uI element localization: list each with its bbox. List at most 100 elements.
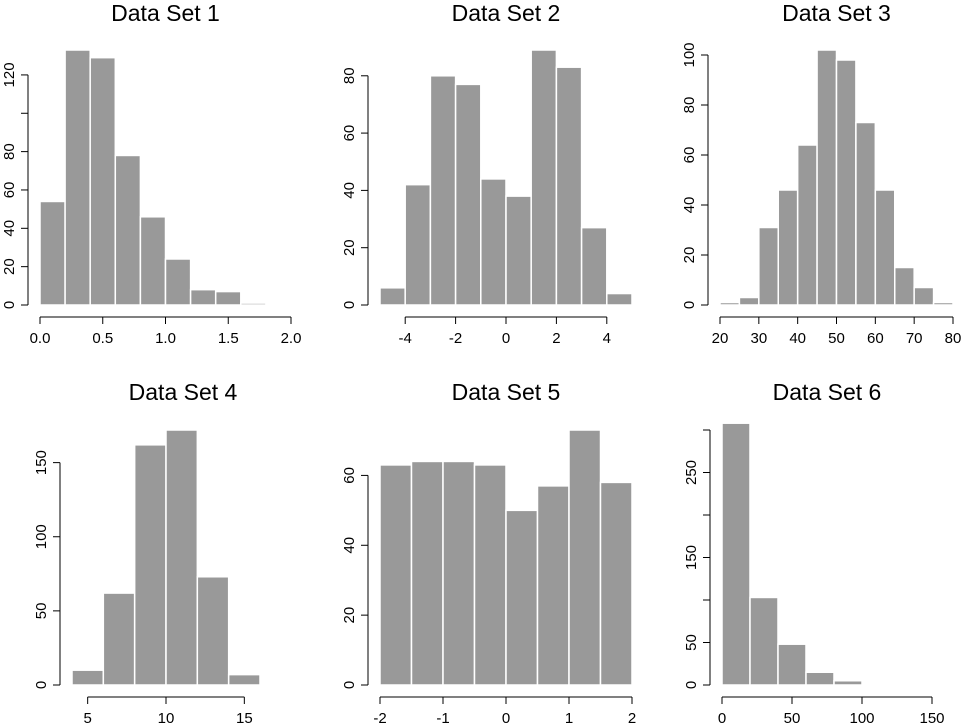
panel-title: Data Set 3 [782,0,891,26]
panel-title: Data Set 6 [773,379,882,405]
histogram-bar [133,444,167,686]
x-tick-label: 40 [789,330,806,347]
histogram-bar [102,592,136,686]
x-tick-label: 1.0 [155,330,176,347]
histogram-bar [114,154,142,306]
x-tick-label: -4 [399,330,412,347]
y-tick-label: 50 [683,634,700,651]
x-tick-label: 4 [603,330,611,347]
y-tick-label: 40 [681,197,698,214]
histogram-bar [454,83,482,306]
x-tick-label: 30 [750,330,767,347]
histogram-bar [196,576,230,686]
x-tick-label: 0 [502,710,510,725]
x-tick-label: -2 [373,710,386,725]
y-tick-label: 40 [341,182,358,199]
y-tick-label: 0 [341,301,358,309]
histogram-bar [214,290,242,306]
panel-title: Data Set 5 [452,379,561,405]
x-tick-label: 70 [906,330,923,347]
histogram-bar [894,266,915,306]
y-tick-label: 50 [33,603,50,620]
y-tick-label: 20 [341,239,358,256]
histogram-bar [568,429,602,686]
histogram-bar [410,460,444,686]
y-tick-label: 20 [681,247,698,264]
y-tick-label: 60 [681,147,698,164]
y-tick-label: 80 [341,67,358,84]
histogram-bar [505,195,532,306]
y-tick-label: 120 [1,62,18,87]
histogram-bar [805,671,835,686]
histogram-bar [165,429,199,686]
histogram-bar [777,643,807,686]
histogram-bar [835,59,857,306]
histogram-bar [719,301,741,306]
panel-title: Data Set 2 [452,0,561,26]
histogram-bar [536,485,570,686]
x-tick-label: 1 [565,710,573,725]
y-tick-label: 80 [681,97,698,114]
histogram-bar [64,49,91,306]
x-tick-label: 80 [945,330,962,347]
histogram-bar [39,200,66,306]
histogram-bar [164,258,192,306]
histogram-bar [379,464,413,686]
y-tick-label: 100 [681,42,698,67]
histogram-bar [480,178,507,306]
panel-3: Data Set 3 20 30 40 50 60 70 80 0 20 40 60 80 100 [681,0,961,347]
histogram-bar [816,49,838,306]
histogram-bar [442,460,476,686]
y-tick-label: 80 [1,143,18,160]
histogram-bar [738,296,760,306]
histogram-bar [606,292,633,306]
y-tick-label: 60 [1,182,18,199]
histogram-bar [505,509,539,686]
x-tick-label: -1 [436,710,449,725]
x-tick-label: 100 [849,710,874,725]
x-tick-label: 2 [552,330,560,347]
x-tick-label: 0 [718,710,726,725]
x-tick-label: 60 [867,330,884,347]
panel-title: Data Set 1 [111,0,220,26]
y-tick-label: 20 [1,258,18,275]
histogram-bar [758,226,779,306]
histogram-bar [189,288,217,306]
histogram-bar [721,422,751,686]
x-tick-label: 10 [158,710,175,725]
x-tick-label: -2 [449,330,462,347]
histogram-bar [227,673,261,686]
histogram-bar [530,49,558,306]
histogram-bar [473,464,507,686]
y-tick-label: 100 [33,524,50,549]
x-tick-label: 2.0 [281,330,302,347]
histogram-bar [71,669,105,686]
histogram-bar [855,121,877,306]
histogram-bar [833,680,863,686]
x-tick-label: 150 [919,710,944,725]
y-tick-label: 60 [341,467,358,484]
y-tick-label: 0 [341,681,358,689]
x-tick-label: 50 [828,330,845,347]
histogram-bar [580,226,608,306]
panel-title: Data Set 4 [129,379,238,405]
y-tick-label: 40 [341,537,358,554]
histogram-bar [749,596,779,686]
panel-6: Data Set 6 0 50 100 150 0 50 150 250 [683,379,945,725]
x-tick-label: 0.5 [92,330,113,347]
x-tick-label: 0 [502,330,510,347]
histogram-bar [599,481,633,686]
histogram-bar [913,286,935,306]
x-tick-label: 50 [784,710,801,725]
histogram-bar [796,144,818,306]
panel-1: Data Set 1 0.0 0.5 1.0 1.5 2.0 0 20 40 60 80 120 [1,0,301,347]
histogram-bar [89,56,117,306]
y-tick-label: 60 [341,125,358,142]
y-tick-label: 0 [1,301,18,309]
x-tick-label: 2 [628,710,636,725]
y-tick-label: 0 [681,301,698,309]
